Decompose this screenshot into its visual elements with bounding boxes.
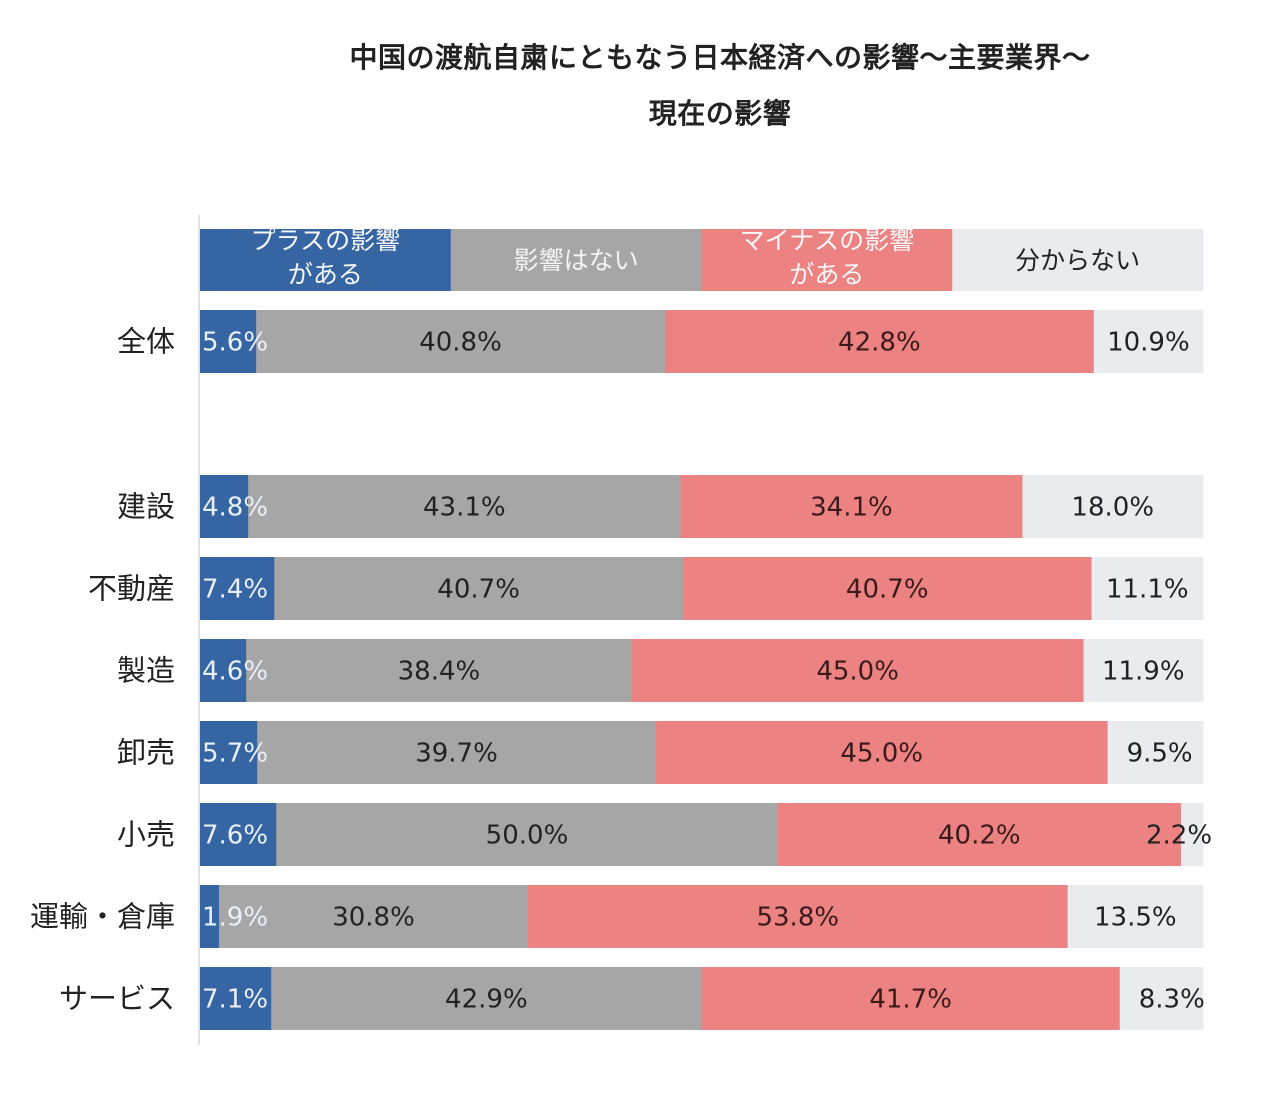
bar-segment-0 bbox=[200, 721, 258, 784]
data-label: 4.6% bbox=[202, 657, 268, 687]
bar-segment-3 bbox=[1093, 310, 1204, 373]
data-label: 43.1% bbox=[423, 493, 506, 523]
data-label: 1.9% bbox=[202, 903, 268, 933]
data-label: 11.1% bbox=[1106, 575, 1189, 605]
data-label: 8.3% bbox=[1139, 985, 1205, 1015]
legend-swatch-0 bbox=[200, 229, 452, 291]
bar-segment-0 bbox=[200, 803, 277, 866]
bar-segment-3 bbox=[1022, 475, 1204, 538]
data-label: 40.7% bbox=[437, 575, 520, 605]
category-label: 小売 bbox=[117, 818, 175, 852]
legend-label-3: 分からない bbox=[1015, 246, 1140, 275]
data-label: 7.6% bbox=[202, 821, 268, 851]
legend-label-0-line-1: がある bbox=[288, 260, 363, 289]
bar-segment-1 bbox=[274, 557, 684, 620]
chart-subtitle: 現在の影響 bbox=[648, 97, 792, 130]
category-label: 建設 bbox=[117, 490, 175, 524]
bar-segment-1 bbox=[248, 475, 681, 538]
bar-segment-1 bbox=[276, 803, 779, 866]
bar-segment-3 bbox=[1119, 967, 1204, 1030]
bar-segment-0 bbox=[200, 557, 275, 620]
data-label: 2.2% bbox=[1146, 821, 1212, 851]
bar-segment-2 bbox=[527, 885, 1068, 948]
legend-label-1: 影響はない bbox=[514, 246, 639, 275]
data-label: 30.8% bbox=[332, 903, 415, 933]
data-label: 38.4% bbox=[398, 657, 481, 687]
category-label: 全体 bbox=[117, 325, 175, 359]
bar-segment-2 bbox=[777, 803, 1182, 866]
bar-segment-0 bbox=[200, 310, 257, 373]
bar-segment-0 bbox=[200, 967, 272, 1030]
data-label: 7.4% bbox=[202, 575, 268, 605]
data-label: 53.8% bbox=[756, 903, 839, 933]
data-label: 50.0% bbox=[486, 821, 569, 851]
data-label: 4.8% bbox=[202, 493, 268, 523]
bar-segment-3 bbox=[1067, 885, 1204, 948]
data-label: 39.7% bbox=[415, 739, 498, 769]
category-label: 不動産 bbox=[88, 572, 175, 606]
data-label: 5.7% bbox=[202, 739, 268, 769]
data-label: 42.9% bbox=[445, 985, 528, 1015]
data-label: 41.7% bbox=[869, 985, 952, 1015]
legend-swatch-2 bbox=[701, 229, 953, 291]
data-label: 40.8% bbox=[419, 328, 502, 358]
legend-label-0-line-0: プラスの影響 bbox=[251, 226, 401, 255]
category-label: 運輸・倉庫 bbox=[30, 900, 175, 934]
data-label: 40.7% bbox=[846, 575, 929, 605]
bar-segment-0 bbox=[200, 475, 249, 538]
bar-segment-2 bbox=[701, 967, 1121, 1030]
data-label: 13.5% bbox=[1094, 903, 1177, 933]
legend-label-2-line-0: マイナスの影響 bbox=[740, 226, 915, 255]
bar-segment-2 bbox=[664, 310, 1095, 373]
bar-segment-3 bbox=[1083, 639, 1204, 702]
bar-segment-1 bbox=[256, 310, 666, 373]
legend-label-2-line-1: がある bbox=[789, 260, 864, 289]
category-label: 卸売 bbox=[117, 736, 175, 770]
data-label: 40.2% bbox=[938, 821, 1021, 851]
bar-segment-2 bbox=[655, 721, 1109, 784]
bar-segment-0 bbox=[200, 639, 247, 702]
bar-segment-1 bbox=[271, 967, 702, 1030]
data-label: 9.5% bbox=[1127, 739, 1193, 769]
bar-segment-3 bbox=[1180, 803, 1204, 866]
bar-segment-2 bbox=[680, 475, 1023, 538]
bar-segment-0 bbox=[200, 885, 220, 948]
bar-segment-3 bbox=[1091, 557, 1204, 620]
bars: 5.6% 40.8% 42.8% 10.9% 4.8% 43.1% 34.1% 18.0% 7.… bbox=[200, 310, 1212, 1030]
data-label: 18.0% bbox=[1071, 493, 1154, 523]
chart-title: 中国の渡航自粛にともなう日本経済への影響～主要業界～ bbox=[349, 41, 1091, 74]
data-label: 45.0% bbox=[816, 657, 899, 687]
data-label: 10.9% bbox=[1107, 328, 1190, 358]
data-label: 5.6% bbox=[202, 328, 268, 358]
bar-segment-1 bbox=[257, 721, 657, 784]
data-label: 45.0% bbox=[840, 739, 923, 769]
bar-segment-3 bbox=[1107, 721, 1204, 784]
bar-segment-1 bbox=[246, 639, 633, 702]
data-label: 11.9% bbox=[1102, 657, 1185, 687]
bar-segment-1 bbox=[219, 885, 529, 948]
data-label: 42.8% bbox=[838, 328, 921, 358]
data-label: 7.1% bbox=[202, 985, 268, 1015]
data-label: 34.1% bbox=[810, 493, 893, 523]
category-label: サービス bbox=[59, 982, 175, 1016]
category-label: 製造 bbox=[117, 654, 175, 688]
legend-swatch-1 bbox=[450, 229, 702, 291]
bar-segment-2 bbox=[682, 557, 1092, 620]
legend-swatch-3 bbox=[952, 229, 1204, 291]
bar-segment-2 bbox=[631, 639, 1084, 702]
